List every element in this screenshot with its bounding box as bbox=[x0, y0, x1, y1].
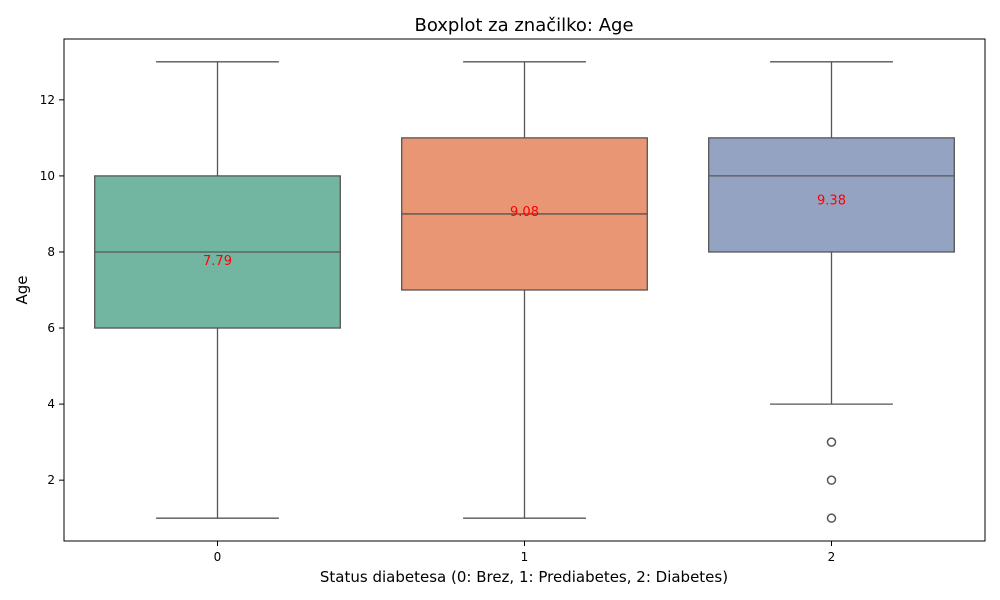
mean-label: 9.38 bbox=[817, 193, 846, 208]
box-group-1: 9.08 bbox=[401, 61, 648, 519]
x-axis-label: Status diabetesa (0: Brez, 1: Prediabete… bbox=[320, 568, 728, 586]
mean-label: 9.08 bbox=[510, 205, 539, 220]
box-group-2: 9.38 bbox=[708, 61, 955, 523]
outlier-point bbox=[826, 513, 837, 523]
box-group-0: 7.79 bbox=[94, 61, 341, 519]
x-tick-label: 2 bbox=[828, 550, 836, 564]
iqr-box bbox=[708, 137, 955, 253]
mean-label: 7.79 bbox=[203, 254, 232, 269]
y-tick-label: 4 bbox=[47, 397, 55, 411]
chart-title: Boxplot za značilko: Age bbox=[414, 15, 633, 36]
plot-area: 7.79 9.08 9.38 bbox=[94, 61, 955, 523]
y-tick-label: 2 bbox=[47, 473, 55, 487]
y-axis: 2 4 6 8 10 12 bbox=[40, 93, 64, 487]
y-tick-label: 12 bbox=[40, 93, 55, 107]
x-tick-label: 1 bbox=[521, 550, 529, 564]
y-tick-label: 8 bbox=[47, 245, 55, 259]
outlier-point bbox=[826, 437, 837, 447]
y-axis-label: Age bbox=[13, 275, 31, 304]
outlier-point bbox=[826, 475, 837, 485]
x-axis: 0 1 2 bbox=[214, 541, 836, 564]
x-tick-label: 0 bbox=[214, 550, 222, 564]
y-tick-label: 10 bbox=[40, 169, 55, 183]
y-tick-label: 6 bbox=[47, 321, 55, 335]
